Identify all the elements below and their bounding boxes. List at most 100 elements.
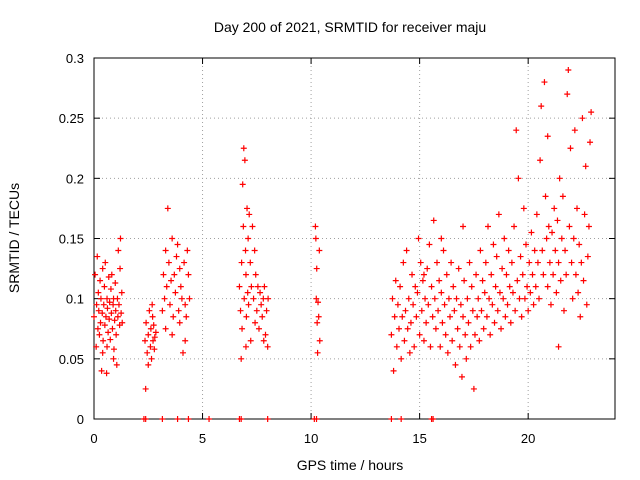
data-point (455, 265, 462, 272)
data-point (242, 343, 249, 350)
data-point (244, 205, 251, 212)
data-point (413, 313, 420, 320)
data-point (460, 223, 467, 230)
data-point (544, 133, 551, 140)
data-point (437, 343, 444, 350)
data-point (470, 385, 477, 392)
data-point (515, 175, 522, 182)
data-point (499, 265, 506, 272)
data-point (549, 229, 556, 236)
data-point (524, 283, 531, 290)
data-point (476, 337, 483, 344)
data-point (478, 307, 485, 314)
data-point (409, 271, 416, 278)
data-point (262, 331, 269, 338)
data-point (456, 343, 463, 350)
data-point (529, 271, 536, 278)
data-point (265, 295, 272, 302)
data-point (178, 295, 185, 302)
data-point (532, 283, 539, 290)
y-tick-label: 0.25 (59, 111, 84, 126)
data-point (521, 295, 528, 302)
data-point (482, 259, 489, 266)
data-point (398, 416, 405, 422)
data-point (444, 349, 451, 356)
data-point (401, 337, 408, 344)
data-point (428, 283, 435, 290)
data-point (553, 289, 560, 296)
data-point (418, 307, 425, 314)
data-point (312, 223, 319, 230)
data-point (147, 325, 154, 332)
data-point (240, 145, 247, 152)
data-point (566, 223, 573, 230)
data-point (468, 283, 475, 290)
data-point (450, 283, 457, 290)
data-point (119, 319, 126, 326)
data-point (313, 416, 320, 422)
data-point (516, 295, 523, 302)
data-point (252, 271, 259, 278)
y-tick-label: 0.1 (66, 292, 84, 307)
data-point (480, 325, 487, 332)
data-point (498, 325, 505, 332)
data-point (99, 265, 106, 272)
data-point (504, 301, 511, 308)
data-point (388, 416, 395, 422)
data-point (245, 235, 252, 242)
data-point (176, 265, 183, 272)
data-point (542, 193, 549, 200)
data-point (257, 289, 264, 296)
data-point (431, 295, 438, 302)
data-point (438, 289, 445, 296)
data-point (545, 223, 552, 230)
data-point (445, 295, 452, 302)
data-point (250, 295, 257, 302)
data-point (394, 301, 401, 308)
data-point (182, 301, 189, 308)
x-tick-label: 5 (199, 431, 206, 446)
data-point (149, 301, 156, 308)
data-point (488, 271, 495, 278)
data-point (144, 349, 151, 356)
data-point (176, 319, 183, 326)
data-point (552, 247, 559, 254)
data-point (578, 259, 585, 266)
data-point (584, 253, 591, 260)
data-point (159, 416, 166, 422)
data-point (407, 319, 414, 326)
data-point (151, 334, 158, 341)
data-point (162, 325, 169, 332)
data-point (150, 337, 157, 344)
data-point (558, 235, 565, 242)
data-point (439, 319, 446, 326)
data-point (316, 247, 323, 254)
data-point (563, 271, 570, 278)
y-tick-label: 0.2 (66, 171, 84, 186)
y-tick-label: 0.3 (66, 51, 84, 66)
data-point (471, 331, 478, 338)
data-point (422, 295, 429, 302)
data-point (239, 325, 246, 332)
data-point (587, 139, 594, 146)
data-point (534, 259, 541, 266)
data-point (92, 271, 99, 278)
data-point (522, 241, 529, 248)
data-point (551, 205, 558, 212)
data-point (405, 295, 412, 302)
data-point (180, 349, 187, 356)
data-point (238, 416, 245, 422)
data-point (244, 289, 251, 296)
x-tick-label: 15 (412, 431, 426, 446)
data-point (246, 211, 253, 218)
data-point (108, 310, 115, 317)
data-point (110, 346, 117, 353)
data-point (427, 343, 434, 350)
data-point (562, 247, 569, 254)
data-point (570, 235, 577, 242)
data-point (518, 313, 525, 320)
data-point (173, 253, 180, 260)
data-point (483, 313, 490, 320)
data-point (242, 247, 249, 254)
data-point (249, 223, 256, 230)
